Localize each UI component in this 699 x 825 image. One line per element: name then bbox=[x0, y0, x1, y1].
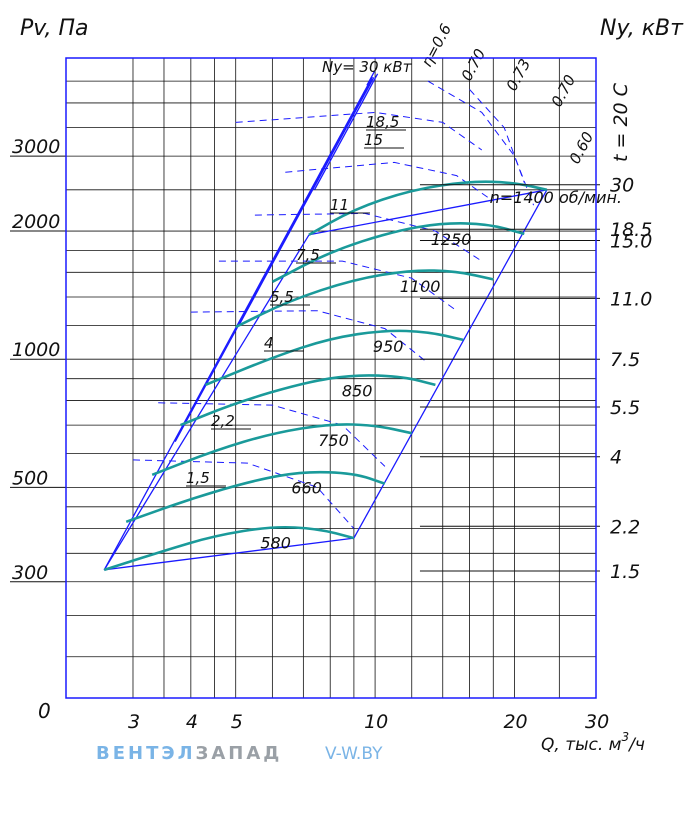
power-curve-label: 18,5 bbox=[366, 113, 399, 131]
speed-curve-label: 580 bbox=[260, 533, 291, 552]
power-tick-label: 7.5 bbox=[610, 349, 640, 371]
watermark-part1: ВЕНТЭЛ bbox=[96, 743, 196, 764]
y-tick-label: 1000 bbox=[12, 339, 60, 361]
speed-curve bbox=[180, 374, 436, 427]
x-tick-label: 3 bbox=[128, 711, 140, 733]
boundary-line bbox=[353, 189, 548, 539]
speed-curve-label: 1100 bbox=[400, 277, 441, 296]
boundary-line bbox=[103, 234, 310, 571]
watermark: ВЕНТЭЛЗАПАД V-W.BY bbox=[96, 743, 383, 764]
x-tick-label: 20 bbox=[503, 711, 527, 733]
speed-curve-label: 750 bbox=[318, 431, 349, 450]
speed-curve bbox=[204, 329, 464, 387]
power-curve-label: 2,2 bbox=[211, 412, 235, 430]
speed-curve-label: 950 bbox=[373, 337, 404, 356]
power-tick-label: 5.5 bbox=[610, 397, 640, 419]
svg-text:ВЕНТЭЛЗАПАД: ВЕНТЭЛЗАПАД bbox=[96, 743, 282, 764]
x-tick-label: 5 bbox=[231, 711, 243, 733]
speed-curve-label: 850 bbox=[342, 382, 373, 401]
horizontal-grid bbox=[66, 80, 596, 658]
power-tick-label: 2.2 bbox=[610, 516, 640, 538]
y-tick-label: 300 bbox=[12, 562, 48, 584]
y-tick-label: 500 bbox=[12, 467, 48, 489]
power-curve-dashed bbox=[235, 111, 483, 151]
watermark-part2: ЗАПАД bbox=[196, 743, 283, 764]
y-right-title: Ny, кВт bbox=[600, 16, 684, 41]
speed-curve bbox=[125, 470, 386, 524]
power-tick-label: 4 bbox=[610, 447, 622, 469]
power-tick-label: 30 bbox=[610, 175, 634, 197]
efficiency-curve-dashed bbox=[427, 80, 535, 206]
power-curve-label: 7,5 bbox=[296, 246, 320, 264]
x-tick-label: 4 bbox=[186, 711, 198, 733]
power-curve-dashed bbox=[158, 402, 386, 467]
x-tick-label: 30 bbox=[585, 711, 609, 733]
power-tick-label: 1.5 bbox=[610, 561, 640, 583]
speed-curve bbox=[103, 525, 355, 572]
efficiency-label: η=0.6 bbox=[418, 21, 455, 70]
vertical-grid bbox=[132, 58, 560, 698]
boundary-line bbox=[308, 189, 548, 236]
system-line bbox=[366, 70, 376, 86]
speed-curve bbox=[308, 180, 548, 236]
speed-curve bbox=[235, 269, 494, 329]
speed-curve-label: 660 bbox=[291, 478, 322, 497]
power-curve-label: 4 bbox=[264, 334, 274, 352]
system-line bbox=[313, 73, 379, 191]
power-tick-label: 11.0 bbox=[610, 288, 652, 310]
power-curve-dashed bbox=[190, 310, 429, 364]
power-curve-label: 15 bbox=[364, 131, 383, 149]
x-axis-title-superscript: 3 bbox=[622, 730, 630, 744]
x-origin-label: 0 bbox=[38, 699, 51, 723]
y-left-title: Pv, Па bbox=[20, 16, 89, 41]
system-line bbox=[239, 77, 375, 325]
speed-curves bbox=[103, 180, 548, 572]
power-curve-dashed bbox=[218, 260, 457, 312]
boundary-line bbox=[104, 537, 354, 571]
system-line bbox=[103, 76, 373, 571]
power-curve-label: 5,5 bbox=[270, 288, 294, 306]
efficiency-label: 0.60 bbox=[566, 129, 598, 167]
speed-curve-label: n=1400 об/мин. bbox=[490, 188, 622, 207]
plot-frame bbox=[65, 57, 597, 699]
x-axis-title-text: Q, тыс. м3/ч bbox=[541, 730, 645, 755]
power-curve-dashed bbox=[254, 212, 483, 262]
system-and-efficiency-lines bbox=[103, 70, 548, 571]
efficiency-label: 0.73 bbox=[503, 56, 535, 94]
power-tick-label: 18.5 bbox=[610, 219, 652, 241]
watermark-site: V-W.BY bbox=[325, 744, 383, 764]
speed-curve bbox=[151, 423, 412, 477]
power-tick-label: 15.0 bbox=[610, 231, 652, 253]
y-tick-label: 2000 bbox=[12, 211, 60, 233]
speed-curve-label: 1250 bbox=[431, 230, 472, 249]
speed-curve bbox=[271, 222, 525, 283]
x-axis-title-suffix: /ч bbox=[627, 735, 645, 755]
efficiency-curve-dashed bbox=[469, 89, 525, 183]
x-tick-label: 10 bbox=[364, 711, 388, 733]
efficiency-label: 0.70 bbox=[548, 72, 580, 110]
power-curve-dashed bbox=[285, 161, 494, 202]
efficiency-label: 0.70 bbox=[458, 46, 490, 84]
y-tick-label: 3000 bbox=[12, 136, 60, 158]
temperature-label: t = 20 C bbox=[610, 82, 632, 162]
power-curve-label: 11 bbox=[330, 196, 349, 214]
power-curve-label: Ny= 30 кВт bbox=[322, 58, 413, 76]
power-curve-label: 1,5 bbox=[186, 469, 210, 487]
